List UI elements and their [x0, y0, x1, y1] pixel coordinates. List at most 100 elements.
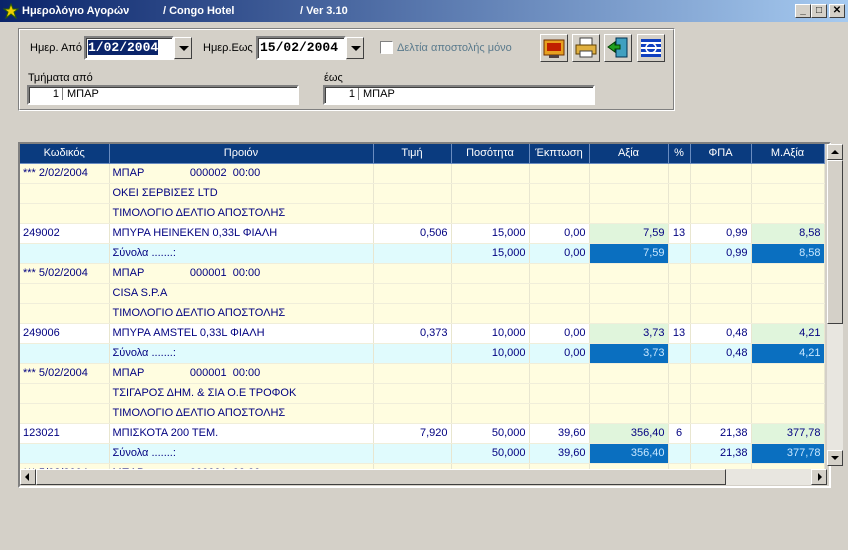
dept-to-label: έως	[324, 72, 343, 84]
date-from-dropdown-button[interactable]	[174, 37, 192, 59]
cell-product: Σύνολα .......:	[109, 443, 374, 464]
cell-product: CISA S.P.A	[109, 283, 374, 304]
date-from-value: 1/02/2004	[88, 40, 159, 55]
table-row[interactable]: ΤΙΜΟΛΟΓΙΟ ΔΕΛΤΙΟ ΑΠΟΣΤΟΛΗΣ	[20, 403, 825, 424]
cell-vat: 0,48	[690, 323, 752, 344]
cell-vat	[690, 403, 752, 424]
cell-price: 0,373	[373, 323, 452, 344]
cell-price: 7,920	[373, 423, 452, 444]
column-header-product[interactable]: Προιόν	[109, 144, 374, 164]
cell-net-value	[751, 303, 825, 324]
cell-product: ΤΙΜΟΛΟΓΙΟ ΔΕΛΤΙΟ ΑΠΟΣΤΟΛΗΣ	[109, 303, 374, 324]
cell-price	[373, 363, 452, 384]
table-row[interactable]: 249006 ΜΠΥΡΑ AMSTEL 0,33L ΦΙΑΛΗ 0,373 10,00…	[20, 323, 825, 344]
table-row[interactable]: 249002 ΜΠΥΡΑ HEINEKEN 0,33L ΦΙΑΛΗ 0,506 15,…	[20, 223, 825, 244]
table-row[interactable]: ΤΣΙΓΑΡΟΣ ΔΗΜ. & ΣΙΑ Ο.Ε ΤΡΟΦΟΚ	[20, 383, 825, 404]
cell-code	[20, 343, 110, 364]
cell-value: 7,59	[589, 223, 669, 244]
table-row[interactable]: Σύνολα .......: 10,000 0,00 3,73 0,48 4,21	[20, 343, 825, 364]
column-header-price[interactable]: Τιμή	[373, 144, 452, 164]
column-header-percent[interactable]: %	[668, 144, 691, 164]
cell-price	[373, 443, 452, 464]
column-header-code[interactable]: Κωδικός	[20, 144, 110, 164]
close-button[interactable]: ✕	[829, 4, 845, 18]
cell-vat: 21,38	[690, 443, 752, 464]
table-row[interactable]: *** 2/02/2004 ΜΠΑΡ 000002 00:00	[20, 163, 825, 184]
table-row[interactable]: CISA S.P.A	[20, 283, 825, 304]
cell-quantity: 15,000	[451, 223, 530, 244]
scroll-right-button[interactable]	[811, 469, 827, 485]
cell-quantity	[451, 263, 530, 284]
date-to-label: Ημερ.Εως	[203, 42, 253, 54]
cell-product: ΜΠΑΡ 000001 00:00	[109, 363, 374, 384]
delivery-only-label: Δελτία αποστολής μόνο	[397, 42, 512, 54]
cell-net-value	[751, 203, 825, 224]
column-header-quantity[interactable]: Ποσότητα	[451, 144, 530, 164]
maximize-button[interactable]: □	[811, 4, 827, 18]
cell-percent: 13	[668, 323, 691, 344]
table-row[interactable]: ΤΙΜΟΛΟΓΙΟ ΔΕΛΤΙΟ ΑΠΟΣΤΟΛΗΣ	[20, 303, 825, 324]
date-to-dropdown-button[interactable]	[346, 37, 364, 59]
dept-to-code: 1	[325, 88, 359, 100]
flag-button[interactable]	[637, 34, 665, 62]
cell-code: *** 5/02/2004	[20, 363, 110, 384]
cell-percent	[668, 243, 691, 264]
vertical-scroll-thumb[interactable]	[827, 160, 843, 324]
cell-net-value: 4,21	[751, 323, 825, 344]
cell-percent	[668, 363, 691, 384]
cell-code	[20, 303, 110, 324]
cell-vat: 0,48	[690, 343, 752, 364]
cell-code: *** 5/02/2004	[20, 263, 110, 284]
table-row[interactable]: 123021 ΜΠΙΣΚΟΤΑ 200 ΤΕΜ. 7,920 50,000 39,60 3…	[20, 423, 825, 444]
table-row[interactable]: ΤΙΜΟΛΟΓΙΟ ΔΕΛΤΙΟ ΑΠΟΣΤΟΛΗΣ	[20, 203, 825, 224]
cell-percent	[668, 163, 691, 184]
scroll-down-button[interactable]	[827, 450, 843, 466]
cell-discount: 0,00	[529, 223, 590, 244]
exit-icon	[607, 37, 628, 58]
cell-value: 3,73	[589, 323, 669, 344]
cell-quantity	[451, 363, 530, 384]
cell-value	[589, 203, 669, 224]
column-header-discount[interactable]: Έκπτωση	[529, 144, 590, 164]
column-header-vat[interactable]: ΦΠΑ	[690, 144, 752, 164]
cell-vat	[690, 383, 752, 404]
cell-price	[373, 283, 452, 304]
table-row[interactable]: Σύνολα .......: 15,000 0,00 7,59 0,99 8,58	[20, 243, 825, 264]
cell-net-value: 8,58	[751, 223, 825, 244]
dept-to-field[interactable]: 1 ΜΠΑΡ	[323, 85, 595, 105]
cell-net-value	[751, 363, 825, 384]
scroll-up-button[interactable]	[827, 144, 843, 160]
horizontal-scrollbar[interactable]	[20, 469, 827, 485]
dept-from-name: ΜΠΑΡ	[67, 88, 99, 100]
cell-quantity	[451, 303, 530, 324]
column-header-value[interactable]: Αξία	[589, 144, 669, 164]
cell-value	[589, 303, 669, 324]
scroll-left-button[interactable]	[20, 469, 36, 485]
minimize-button[interactable]: _	[795, 4, 811, 18]
vertical-scrollbar[interactable]	[827, 144, 843, 466]
preview-button[interactable]	[540, 34, 568, 62]
column-header-net-value[interactable]: Μ.Αξία	[751, 144, 825, 164]
purchases-grid[interactable]: Κωδικός Προιόν Τιμή Ποσότητα Έκπτωση Αξία% ΦΠΑ…	[18, 142, 831, 488]
cell-vat	[690, 203, 752, 224]
cell-net-value	[751, 383, 825, 404]
cell-discount	[529, 363, 590, 384]
delivery-only-checkbox[interactable]	[380, 41, 393, 54]
horizontal-scroll-thumb[interactable]	[36, 469, 726, 485]
cell-quantity: 50,000	[451, 443, 530, 464]
cell-price	[373, 383, 452, 404]
exit-button[interactable]	[604, 34, 632, 62]
table-row[interactable]: ΟΚΕΙ ΣΕΡΒΙΣΕΣ LTD	[20, 183, 825, 204]
dept-from-field[interactable]: 1 ΜΠΑΡ	[27, 85, 299, 105]
cell-code: *** 2/02/2004	[20, 163, 110, 184]
cell-product: ΤΙΜΟΛΟΓΙΟ ΔΕΛΤΙΟ ΑΠΟΣΤΟΛΗΣ	[109, 403, 374, 424]
cell-price	[373, 403, 452, 424]
cell-value	[589, 363, 669, 384]
date-to-input[interactable]: 15/02/2004	[256, 36, 346, 60]
table-row[interactable]: Σύνολα .......: 50,000 39,60 356,40 21,38 377…	[20, 443, 825, 464]
date-from-input[interactable]: 1/02/2004	[84, 36, 174, 60]
print-button[interactable]	[572, 34, 600, 62]
cell-percent	[668, 183, 691, 204]
